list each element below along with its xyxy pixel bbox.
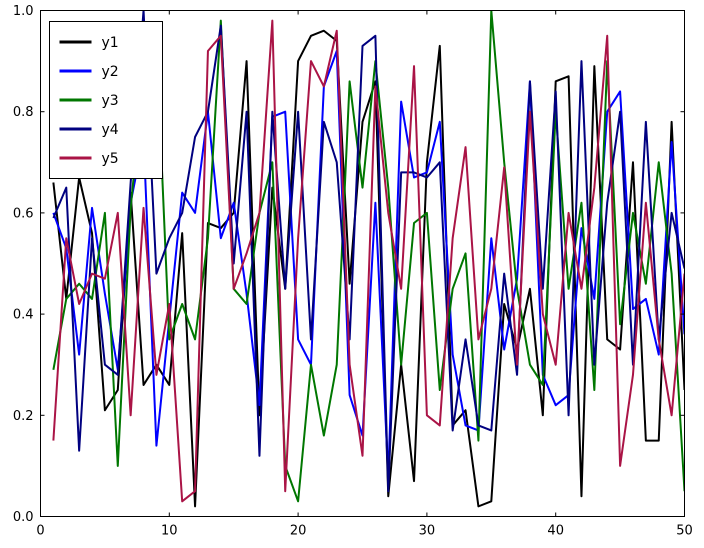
x-tick-label: 10 — [161, 524, 178, 539]
y-tick-label: 0.2 — [13, 409, 34, 424]
legend-label-y4: y4 — [102, 122, 119, 138]
x-tick-label: 30 — [419, 524, 436, 539]
series-line-y4 — [52, 10, 685, 493]
series-line-y2 — [52, 49, 685, 478]
axes-frame — [40, 10, 685, 517]
legend-label-y5: y5 — [102, 151, 119, 167]
legend-label-y3: y3 — [102, 93, 119, 109]
series-line-y5 — [52, 19, 685, 503]
x-tick-label: 50 — [676, 524, 693, 539]
x-tick-label: 20 — [290, 524, 307, 539]
y-tick-label: 0.6 — [13, 206, 34, 221]
y-tick-label: 0.4 — [13, 308, 34, 323]
y-tick-label: 1.0 — [13, 4, 34, 19]
y-tick-label: 0.0 — [13, 510, 34, 525]
x-tick-label: 0 — [36, 524, 44, 539]
y-tick-label: 0.8 — [13, 105, 34, 120]
legend-label-y1: y1 — [102, 35, 119, 51]
legend-label-y2: y2 — [102, 64, 119, 80]
x-tick-label: 40 — [547, 524, 564, 539]
